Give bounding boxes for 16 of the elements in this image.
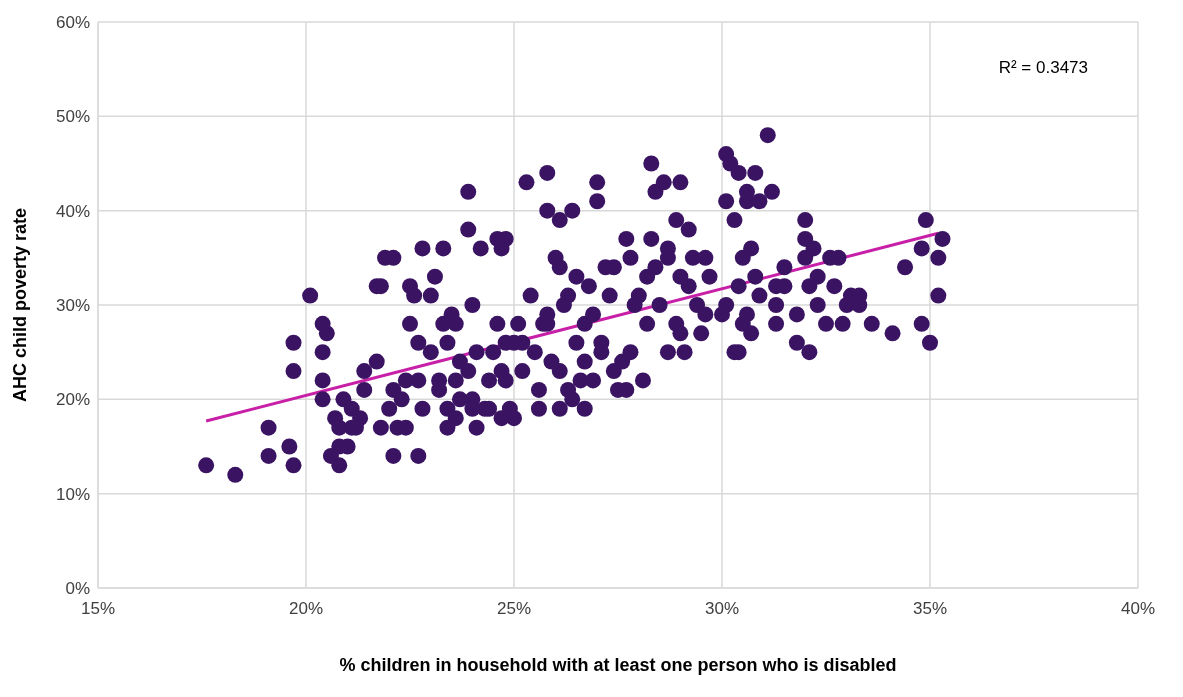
- x-tick-label: 40%: [1120, 599, 1156, 619]
- x-tick-label: 30%: [704, 599, 740, 619]
- y-tick-label: 10%: [55, 484, 90, 504]
- y-axis-title: AHC child poverty rate: [10, 207, 31, 403]
- x-tick-label: 35%: [912, 599, 948, 619]
- x-axis-title: % children in household with at least one person who is disabled: [339, 654, 897, 675]
- y-tick-label: 40%: [55, 201, 90, 221]
- x-tick-label: 25%: [496, 599, 532, 619]
- x-tick-label: 15%: [80, 599, 116, 619]
- y-tick-label: 20%: [55, 390, 90, 410]
- y-tick-label: 60%: [55, 13, 90, 33]
- x-tick-label: 20%: [288, 599, 324, 619]
- y-tick-label: 30%: [55, 296, 90, 316]
- y-tick-label: 0%: [65, 579, 90, 599]
- annotation: R² = 0.3473: [998, 58, 1088, 78]
- y-tick-label: 50%: [55, 107, 90, 127]
